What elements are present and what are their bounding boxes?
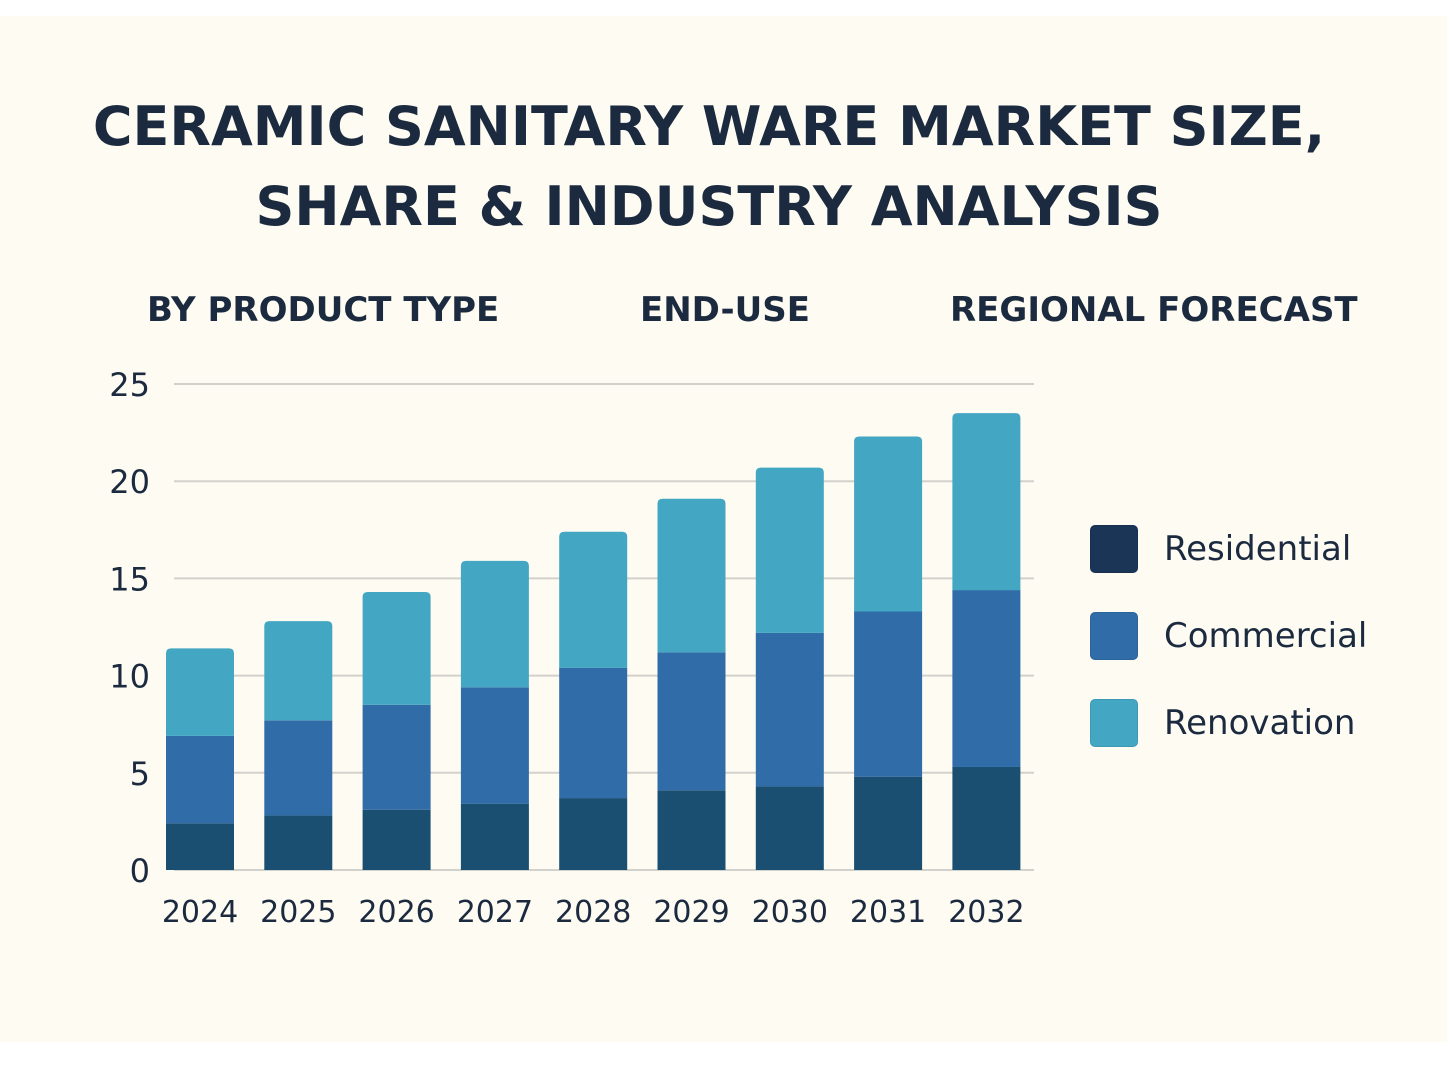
bar-segment-renovation bbox=[755, 467, 824, 633]
chart-title-line-1: CERAMIC SANITARY WARE MARKET SIZE, bbox=[92, 95, 1326, 158]
x-tick-label: 2027 bbox=[457, 895, 533, 930]
y-tick-label: 15 bbox=[109, 560, 150, 598]
legend-item-commercial: Commercial bbox=[1090, 611, 1367, 661]
bar-group-2026 bbox=[362, 592, 431, 870]
x-tick-label: 2029 bbox=[653, 895, 729, 930]
bar-segment-commercial bbox=[166, 735, 234, 824]
bar-segment-residential bbox=[460, 803, 529, 870]
bar-group-2029 bbox=[657, 498, 726, 870]
x-tick-label: 2030 bbox=[752, 895, 828, 930]
legend-swatch-renovation bbox=[1090, 699, 1138, 747]
bar-segment-commercial bbox=[559, 667, 628, 799]
y-tick-label: 25 bbox=[109, 366, 150, 404]
x-tick-label: 2024 bbox=[162, 895, 238, 930]
bar-segment-renovation bbox=[559, 531, 628, 668]
legend-label-renovation: Renovation bbox=[1164, 703, 1356, 743]
legend-item-renovation: Renovation bbox=[1090, 698, 1355, 748]
legend-swatch-commercial bbox=[1090, 612, 1138, 660]
y-tick-label: 10 bbox=[109, 658, 150, 696]
bar-segment-residential bbox=[559, 798, 628, 870]
bars bbox=[166, 413, 1021, 870]
bar-segment-commercial bbox=[952, 590, 1021, 767]
bar-group-2027 bbox=[460, 560, 529, 870]
bar-segment-renovation bbox=[657, 498, 726, 653]
x-tick-label: 2032 bbox=[948, 895, 1024, 930]
bar-group-2032 bbox=[952, 413, 1021, 870]
bar-segment-commercial bbox=[460, 687, 529, 804]
legend-swatch-residential bbox=[1090, 525, 1138, 573]
bar-segment-commercial bbox=[657, 652, 726, 791]
y-axis-ticks: 0 5 10 15 20 25 bbox=[109, 366, 150, 890]
bar-segment-residential bbox=[952, 766, 1021, 870]
bar-segment-residential bbox=[166, 823, 234, 870]
bar-segment-commercial bbox=[755, 632, 824, 787]
bar-segment-residential bbox=[362, 809, 431, 870]
bar-group-2024 bbox=[166, 648, 234, 870]
bar-segment-renovation bbox=[166, 648, 234, 736]
subheading-end-use: END-USE bbox=[640, 290, 810, 330]
x-tick-label: 2025 bbox=[260, 895, 336, 930]
y-tick-label: 0 bbox=[130, 852, 150, 890]
bar-segment-renovation bbox=[460, 560, 529, 688]
bar-segment-residential bbox=[755, 786, 824, 870]
chart-title-line-2: SHARE & INDUSTRY ANALYSIS bbox=[255, 175, 1163, 238]
legend-label-commercial: Commercial bbox=[1164, 616, 1368, 656]
bar-segment-residential bbox=[657, 790, 726, 870]
y-tick-label: 20 bbox=[109, 463, 150, 501]
bar-segment-residential bbox=[854, 776, 923, 870]
x-tick-label: 2026 bbox=[358, 895, 434, 930]
bar-group-2025 bbox=[264, 621, 333, 870]
bar-segment-commercial bbox=[854, 611, 923, 777]
bar-segment-residential bbox=[264, 815, 333, 870]
legend-label-residential: Residential bbox=[1164, 529, 1352, 569]
bar-segment-renovation bbox=[952, 413, 1021, 591]
bar-segment-renovation bbox=[264, 621, 333, 721]
bar-segment-renovation bbox=[362, 592, 431, 705]
y-tick-label: 5 bbox=[130, 755, 150, 793]
bar-segment-renovation bbox=[854, 436, 923, 612]
subheading-by-product-type: BY PRODUCT TYPE bbox=[147, 290, 500, 330]
x-tick-label: 2028 bbox=[555, 895, 631, 930]
bar-group-2028 bbox=[559, 531, 628, 870]
bar-group-2030 bbox=[755, 467, 824, 870]
x-axis-ticks: 2024 2025 2026 2027 2028 2029 2030 2031 2032 bbox=[162, 895, 1025, 930]
bar-segment-commercial bbox=[362, 704, 431, 810]
bar-group-2031 bbox=[854, 436, 923, 870]
legend-item-residential: Residential bbox=[1090, 524, 1351, 574]
x-tick-label: 2031 bbox=[850, 895, 926, 930]
bar-segment-commercial bbox=[264, 720, 333, 816]
subheading-regional-forecast: REGIONAL FORECAST bbox=[950, 290, 1358, 330]
